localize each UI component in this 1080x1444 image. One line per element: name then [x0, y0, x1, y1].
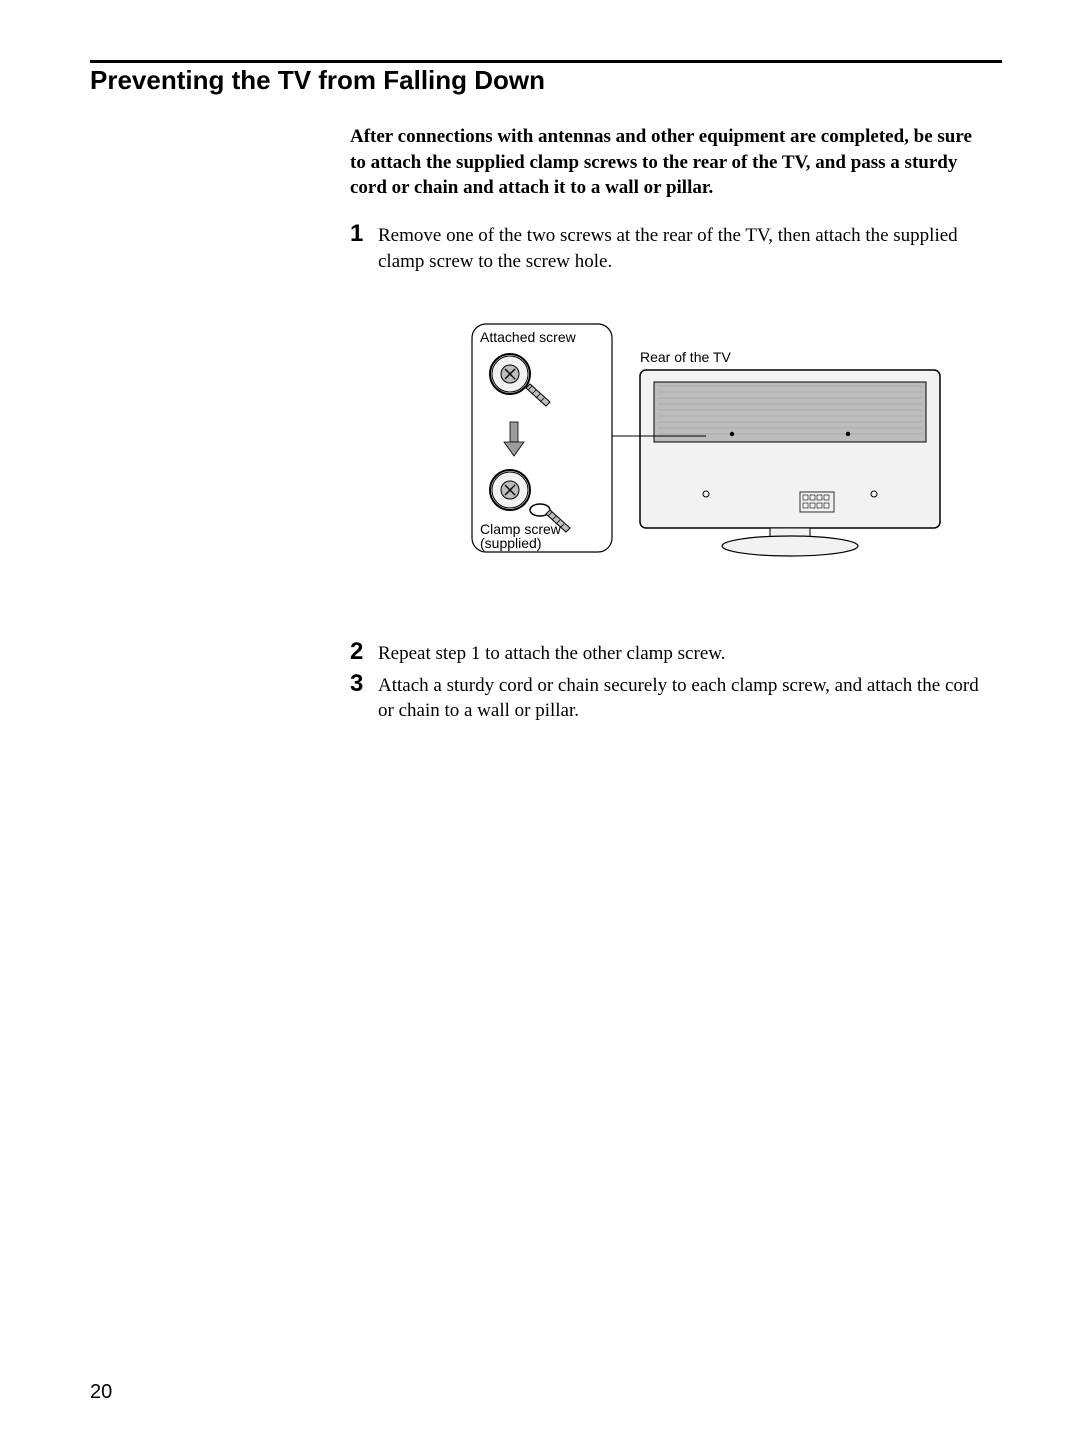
- step-number-3: 3: [350, 671, 378, 697]
- clamp-screw-label-line2: (supplied): [480, 535, 541, 551]
- content-block: After connections with antennas and othe…: [350, 124, 990, 724]
- figure-svg: Attached screw: [470, 314, 970, 574]
- tv-rear-icon: [612, 370, 940, 556]
- step-2: 2 Repeat step 1 to attach the other clam…: [350, 639, 990, 667]
- step-text-1: Remove one of the two screws at the rear…: [378, 221, 990, 274]
- figure-clamp-screw: Attached screw: [470, 314, 990, 579]
- step-3: 3 Attach a sturdy cord or chain securely…: [350, 671, 990, 724]
- step-text-2: Repeat step 1 to attach the other clamp …: [378, 639, 726, 667]
- top-rule: [90, 60, 1002, 63]
- balloon-box: [472, 324, 612, 552]
- attached-screw-label: Attached screw: [480, 329, 577, 345]
- step-number-1: 1: [350, 221, 378, 247]
- step-number-2: 2: [350, 639, 378, 665]
- section-title: Preventing the TV from Falling Down: [90, 65, 1002, 96]
- step-text-3: Attach a sturdy cord or chain securely t…: [378, 671, 990, 724]
- page-number: 20: [90, 1381, 112, 1404]
- intro-paragraph: After connections with antennas and othe…: [350, 124, 990, 201]
- step-1: 1 Remove one of the two screws at the re…: [350, 221, 990, 274]
- manual-page: Preventing the TV from Falling Down Afte…: [0, 0, 1080, 1444]
- down-arrow-icon: [504, 422, 524, 456]
- rear-of-tv-label: Rear of the TV: [640, 349, 731, 365]
- attached-screw-icon: [490, 354, 550, 406]
